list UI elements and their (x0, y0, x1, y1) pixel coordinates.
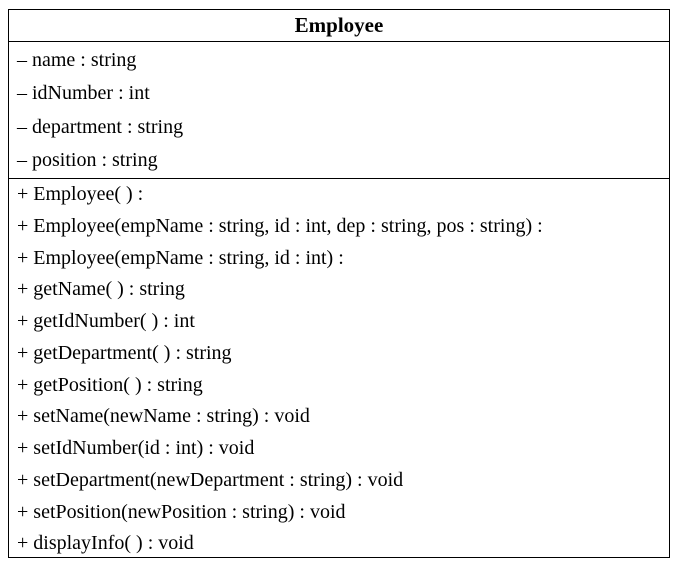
operation-set-name: + setName(newName : string) : void (17, 405, 310, 428)
operation-full-constructor: + Employee(empName : string, id : int, d… (17, 214, 543, 237)
attribute-name: – name : string (17, 49, 137, 71)
class-name: Employee (9, 10, 669, 42)
operation-partial-constructor: + Employee(empName : string, id : int) : (17, 246, 344, 269)
operations-compartment: + Employee( ) : + Employee(empName : str… (9, 179, 669, 560)
operation-set-department: + setDepartment(newDepartment : string) … (17, 468, 404, 491)
attributes-compartment: – name : string – idNumber : int – depar… (9, 42, 669, 179)
operation-get-position: + getPosition( ) : string (17, 373, 203, 396)
operation-set-position: + setPosition(newPosition : string) : vo… (17, 500, 346, 523)
operation-get-id-number: + getIdNumber( ) : int (17, 310, 195, 332)
operation-get-department: + getDepartment( ) : string (17, 341, 232, 364)
attribute-position: – position : string (17, 149, 158, 172)
operation-get-name: + getName( ) : string (17, 278, 185, 301)
operation-default-constructor: + Employee( ) : (17, 183, 144, 205)
operation-display-info: + displayInfo( ) : void (17, 532, 194, 555)
attribute-id-number: – idNumber : int (17, 82, 150, 105)
attribute-department: – department : string (17, 115, 184, 138)
operation-set-id-number: + setIdNumber(id : int) : void (17, 437, 255, 459)
uml-class-box: Employee – name : string – idNumber : in… (8, 9, 670, 558)
